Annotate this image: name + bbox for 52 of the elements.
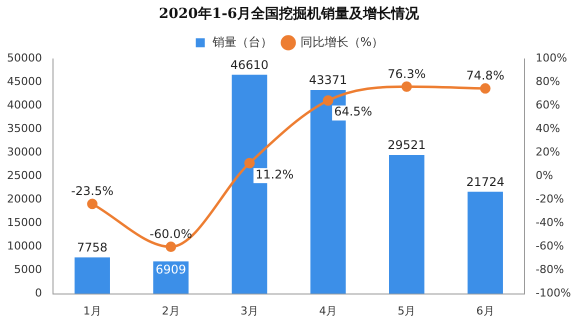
point [166,242,176,252]
x-tick-label: 2月 [162,304,180,318]
bar [468,192,503,294]
y-tick-label: 20000 [6,192,42,206]
data-label: 21724 [466,174,504,189]
x-tick-label: 3月 [240,304,258,318]
x-tick-label: 1月 [83,304,102,318]
x-tick-label: 6月 [476,304,494,318]
data-label: 76.3% [388,66,426,81]
legend-label: 销量（台） [211,34,272,49]
point [87,198,98,210]
bar [389,155,424,294]
y-tick-label: 0 [34,286,42,300]
data-label: 46610 [230,58,269,72]
y2-tick-label: 20% [536,146,560,159]
x-tick-label: 4月 [319,304,338,318]
data-label: 64.5% [334,104,372,119]
y-tick-label: 5000 [14,263,42,276]
data-label: 29521 [388,138,426,152]
data-label: 74.8% [466,68,504,83]
y-tick-label: 10000 [6,240,42,253]
chart-title: 2020年1-6月全国挖掘机销量及增长情况 [158,6,420,22]
y-tick-label: 25000 [6,169,42,182]
y-tick-label: 40000 [6,98,42,112]
bar [74,257,110,294]
data-label: -60.0% [150,226,192,241]
y2-tick-label: 60% [536,98,560,112]
data-label: 6909 [156,262,186,276]
y2-tick-label: 80% [536,75,560,88]
point [401,81,412,92]
y-tick-label: 35000 [6,122,42,136]
y-tick-label: 30000 [6,146,42,159]
data-label: 7758 [77,240,108,254]
data-label: 43371 [308,73,348,88]
point [244,158,255,168]
x-tick-label: 5月 [398,304,416,318]
point [322,95,334,106]
y2-tick-label: -60% [536,240,564,253]
y2-tick-label: -40% [536,216,564,230]
y2-tick-label: 40% [536,122,560,136]
y2-tick-label: -80% [536,263,564,276]
y2-tick-label: -100% [536,286,572,300]
y2-tick-label: 0% [536,169,554,182]
y2-tick-label: 100% [536,52,568,65]
y-tick-label: 50000 [6,52,42,65]
y-tick-label: 45000 [6,75,42,88]
legend-label: 同比增长（%） [300,34,384,49]
data-label: -23.5% [71,184,114,198]
point [480,83,491,94]
y2-tick-label: -20% [536,192,564,206]
data-label: 11.2% [255,167,294,182]
y-tick-label: 15000 [6,216,42,230]
